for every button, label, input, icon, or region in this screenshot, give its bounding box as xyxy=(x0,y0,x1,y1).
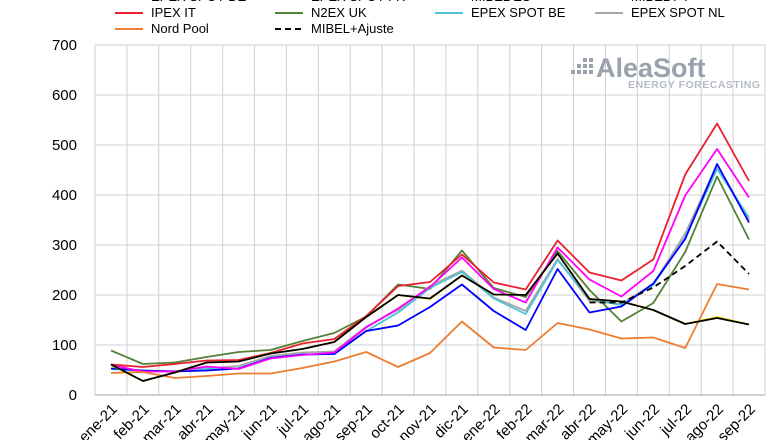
watermark-tagline: ENERGY FORECASTING xyxy=(628,79,761,91)
series-line-ipex-it xyxy=(110,122,750,368)
series-lines xyxy=(110,122,750,382)
watermark: AleaSoft ENERGY FORECASTING xyxy=(571,53,761,91)
y-tick-label: 500 xyxy=(52,137,77,154)
legend-label-epex-spot-nl: EPEX SPOT NL xyxy=(631,5,725,20)
y-tick-label: 200 xyxy=(52,287,77,304)
series-line-epex-spot-de xyxy=(110,163,750,373)
x-tick-label: sep-22 xyxy=(714,401,758,440)
grid xyxy=(94,44,766,396)
legend-label-partial: EPEX SPOT DE xyxy=(151,0,246,4)
legend-label-mibel-ajuste: MIBEL+Ajuste xyxy=(311,21,394,36)
series-line-epex-spot-nl xyxy=(110,164,750,372)
legend-label-n2ex-uk: N2EX UK xyxy=(311,5,367,20)
legend: EPEX SPOT DE EPEX SPOT FR MIBEL ES MIBEL PT… xyxy=(115,0,725,36)
legend-label-ipex-it: IPEX IT xyxy=(151,5,196,20)
x-axis: ene-21feb-21mar-21abr-21may-21jun-21jul-… xyxy=(76,401,759,440)
legend-label-partial: MIBEL ES xyxy=(471,0,531,4)
legend-label-partial: MIBEL PT xyxy=(631,0,690,4)
y-tick-label: 700 xyxy=(52,37,77,54)
y-tick-label: 100 xyxy=(52,337,77,354)
y-axis: 0 100 200 300 400 500 600 700 xyxy=(52,37,77,404)
legend-label-epex-spot-be: EPEX SPOT BE xyxy=(471,5,566,20)
y-tick-label: 600 xyxy=(52,87,77,104)
x-tick-label: jun-21 xyxy=(238,401,280,440)
series-line-nord-pool xyxy=(110,283,750,379)
y-tick-label: 400 xyxy=(52,187,77,204)
x-tick-label: jun-22 xyxy=(621,401,663,440)
aleasoft-logo-dots-icon xyxy=(571,58,593,74)
watermark-brand: AleaSoft xyxy=(596,53,706,83)
x-tick-label: nov-21 xyxy=(395,401,439,440)
legend-label-nord-pool: Nord Pool xyxy=(151,21,209,36)
legend-label-partial: EPEX SPOT FR xyxy=(311,0,405,4)
series-line-epex-spot-fr xyxy=(110,148,750,373)
series-line-mibel-es xyxy=(110,252,750,382)
y-tick-label: 0 xyxy=(69,387,77,404)
series-line-mibel-ajuste xyxy=(589,240,750,304)
y-tick-label: 300 xyxy=(52,237,77,254)
